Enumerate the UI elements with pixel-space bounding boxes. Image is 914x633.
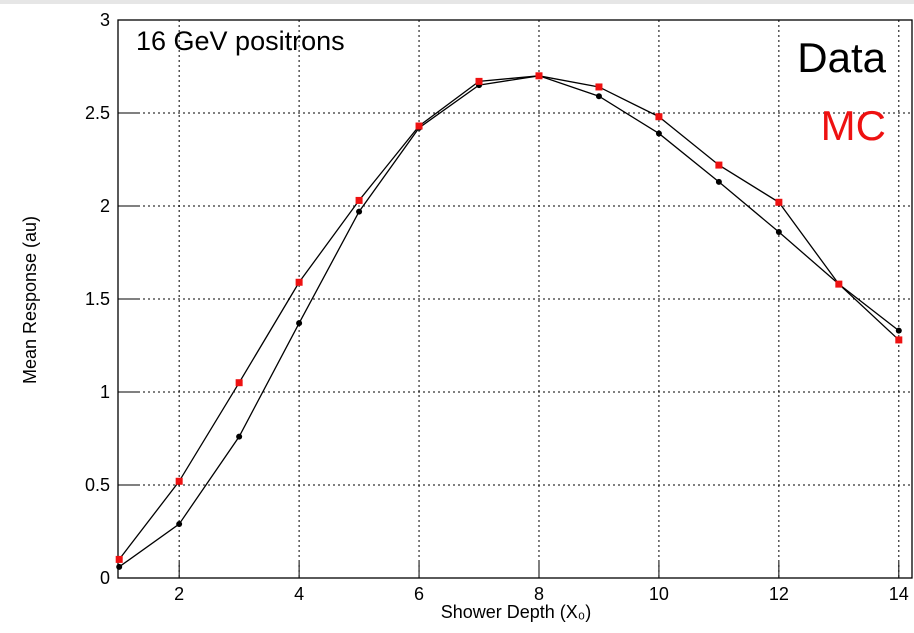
legend-entry: Data — [797, 34, 886, 81]
marker — [595, 83, 603, 91]
y-tick-label: 2 — [100, 196, 110, 216]
marker — [235, 379, 243, 387]
x-tick-label: 6 — [414, 584, 424, 604]
x-tick-label: 12 — [769, 584, 789, 604]
x-axis-label: Shower Depth (X₀) — [441, 602, 592, 622]
marker — [296, 320, 303, 327]
top-frame — [0, 0, 914, 4]
y-tick-label: 1 — [100, 382, 110, 402]
marker — [356, 208, 363, 215]
annotation: 16 GeV positrons — [136, 26, 345, 56]
y-tick-label: 0.5 — [85, 475, 110, 495]
x-tick-label: 4 — [294, 584, 304, 604]
marker — [355, 196, 363, 204]
x-tick-label: 14 — [889, 584, 909, 604]
legend-entry: MC — [821, 102, 886, 149]
x-tick-label: 10 — [649, 584, 669, 604]
marker — [715, 161, 723, 169]
marker — [176, 521, 183, 528]
series-line — [118, 75, 900, 568]
marker — [775, 198, 783, 206]
marker — [895, 336, 903, 344]
y-axis-label: Mean Response (au) — [20, 216, 40, 384]
marker — [595, 93, 602, 100]
marker — [835, 280, 843, 288]
marker — [116, 563, 123, 570]
marker — [775, 229, 782, 236]
x-tick-label: 8 — [534, 584, 544, 604]
series-line — [118, 75, 900, 560]
marker — [295, 278, 303, 286]
x-tick-label: 2 — [174, 584, 184, 604]
y-tick-label: 0 — [100, 568, 110, 588]
marker — [895, 327, 902, 334]
marker — [236, 433, 243, 440]
plot-frame — [117, 19, 913, 579]
marker — [535, 72, 543, 80]
marker — [655, 130, 662, 137]
marker — [115, 555, 123, 563]
y-tick-label: 2.5 — [85, 103, 110, 123]
marker — [475, 77, 483, 85]
y-tick-label: 1.5 — [85, 289, 110, 309]
marker — [655, 113, 663, 121]
y-tick-label: 3 — [100, 10, 110, 30]
marker — [715, 178, 722, 185]
marker — [175, 477, 183, 485]
marker — [415, 122, 423, 130]
